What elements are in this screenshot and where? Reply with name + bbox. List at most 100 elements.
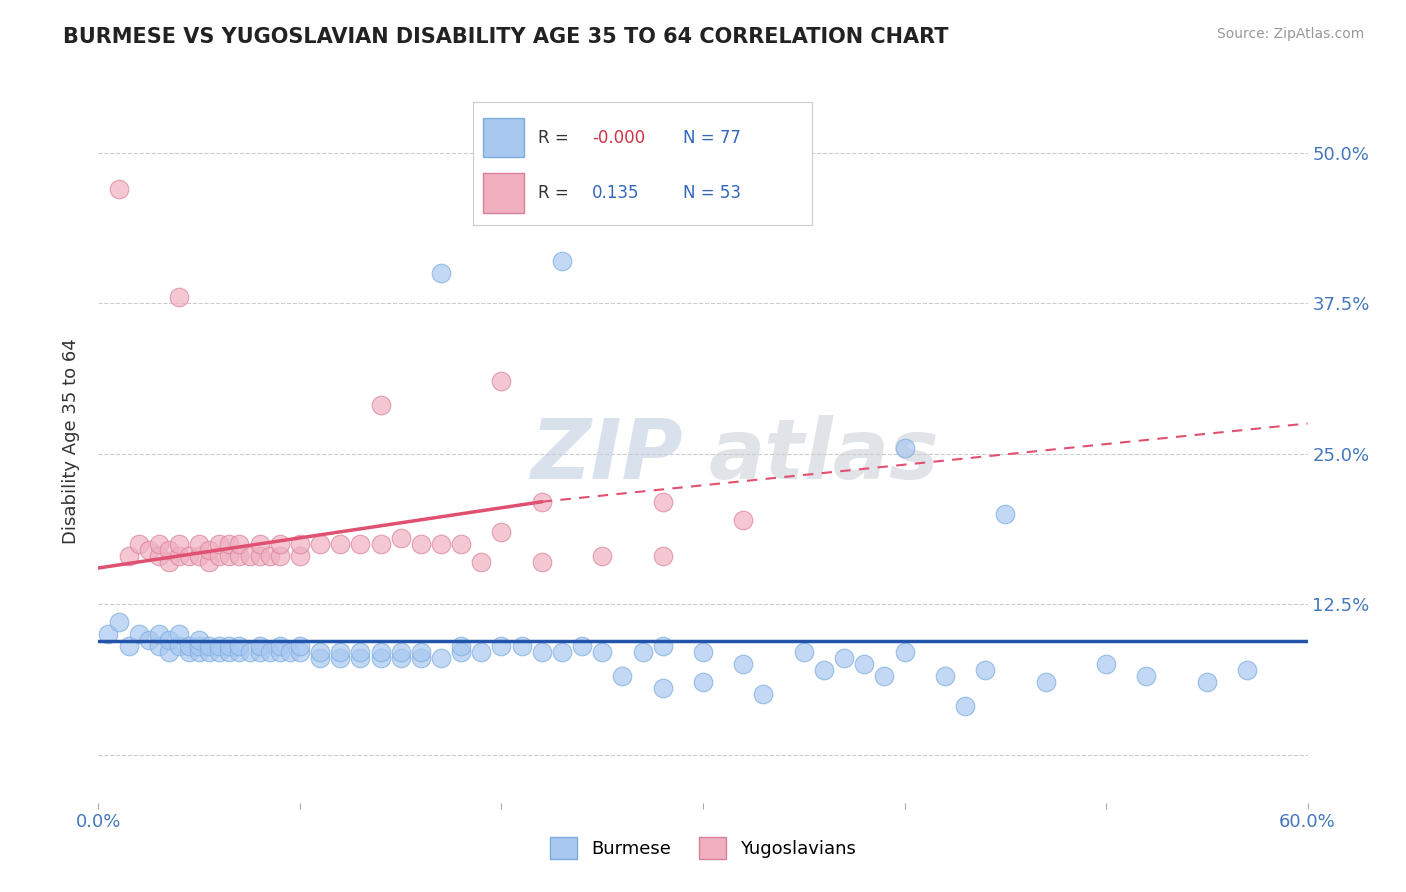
Point bbox=[551, 645, 574, 659]
Point bbox=[530, 645, 553, 659]
Point bbox=[188, 639, 211, 653]
Point bbox=[1135, 669, 1157, 683]
Point bbox=[651, 681, 673, 696]
Point bbox=[389, 645, 412, 659]
Point bbox=[752, 687, 775, 701]
Point bbox=[409, 651, 432, 665]
Point bbox=[198, 542, 221, 557]
Point bbox=[853, 657, 876, 672]
Point bbox=[218, 639, 240, 653]
Point bbox=[651, 549, 673, 563]
Point bbox=[591, 549, 613, 563]
Point bbox=[198, 555, 221, 569]
Point bbox=[631, 645, 654, 659]
Point bbox=[832, 651, 855, 665]
Point bbox=[259, 645, 281, 659]
Point bbox=[97, 627, 120, 641]
Point bbox=[470, 645, 492, 659]
Point bbox=[389, 531, 412, 545]
Point bbox=[228, 549, 250, 563]
Point bbox=[249, 549, 271, 563]
Point bbox=[510, 639, 533, 653]
Point bbox=[228, 537, 250, 551]
Point bbox=[208, 537, 231, 551]
Point bbox=[430, 651, 453, 665]
Point bbox=[1095, 657, 1118, 672]
Point bbox=[157, 555, 180, 569]
Point bbox=[692, 675, 714, 690]
Point bbox=[329, 651, 352, 665]
Point bbox=[1195, 675, 1218, 690]
Point bbox=[188, 537, 211, 551]
Point bbox=[208, 549, 231, 563]
Point bbox=[349, 537, 371, 551]
Text: Source: ZipAtlas.com: Source: ZipAtlas.com bbox=[1216, 27, 1364, 41]
Point bbox=[309, 645, 332, 659]
Point bbox=[329, 645, 352, 659]
Point bbox=[259, 549, 281, 563]
Point bbox=[128, 537, 150, 551]
Point bbox=[651, 639, 673, 653]
Point bbox=[349, 651, 371, 665]
Point bbox=[530, 494, 553, 508]
Point bbox=[179, 645, 201, 659]
Point bbox=[288, 645, 311, 659]
Point bbox=[612, 669, 634, 683]
Point bbox=[269, 549, 291, 563]
Point bbox=[450, 537, 472, 551]
Point bbox=[953, 699, 976, 714]
Point bbox=[430, 266, 453, 280]
Text: BURMESE VS YUGOSLAVIAN DISABILITY AGE 35 TO 64 CORRELATION CHART: BURMESE VS YUGOSLAVIAN DISABILITY AGE 35… bbox=[63, 27, 949, 46]
Point bbox=[167, 639, 190, 653]
Point bbox=[974, 664, 997, 678]
Point bbox=[994, 507, 1017, 521]
Text: atlas: atlas bbox=[709, 416, 939, 497]
Point bbox=[107, 182, 129, 196]
Point bbox=[288, 639, 311, 653]
Point bbox=[239, 645, 262, 659]
Point bbox=[128, 627, 150, 641]
Point bbox=[349, 645, 371, 659]
Point bbox=[288, 549, 311, 563]
Point bbox=[249, 639, 271, 653]
Point bbox=[692, 645, 714, 659]
Point bbox=[409, 537, 432, 551]
Point bbox=[118, 549, 141, 563]
Point bbox=[167, 627, 190, 641]
Point bbox=[389, 651, 412, 665]
Point bbox=[934, 669, 956, 683]
Point bbox=[269, 645, 291, 659]
Point bbox=[167, 549, 190, 563]
Point bbox=[138, 542, 160, 557]
Point bbox=[813, 664, 835, 678]
Point bbox=[148, 639, 170, 653]
Point bbox=[208, 639, 231, 653]
Point bbox=[591, 645, 613, 659]
Point bbox=[167, 290, 190, 304]
Text: ZIP: ZIP bbox=[530, 416, 682, 497]
Point bbox=[218, 537, 240, 551]
Point bbox=[430, 537, 453, 551]
Point bbox=[249, 645, 271, 659]
Point bbox=[167, 537, 190, 551]
Point bbox=[198, 645, 221, 659]
Point bbox=[118, 639, 141, 653]
Point bbox=[893, 441, 915, 455]
Point bbox=[309, 537, 332, 551]
Point bbox=[491, 375, 513, 389]
Point bbox=[491, 524, 513, 539]
Point bbox=[148, 627, 170, 641]
Point bbox=[157, 542, 180, 557]
Point bbox=[793, 645, 815, 659]
Point bbox=[148, 537, 170, 551]
Point bbox=[138, 633, 160, 648]
Point bbox=[188, 549, 211, 563]
Point bbox=[651, 494, 673, 508]
Point bbox=[409, 645, 432, 659]
Point bbox=[1035, 675, 1057, 690]
Point bbox=[733, 513, 755, 527]
Point bbox=[370, 398, 392, 412]
Point bbox=[107, 615, 129, 630]
Point bbox=[239, 549, 262, 563]
Point bbox=[188, 633, 211, 648]
